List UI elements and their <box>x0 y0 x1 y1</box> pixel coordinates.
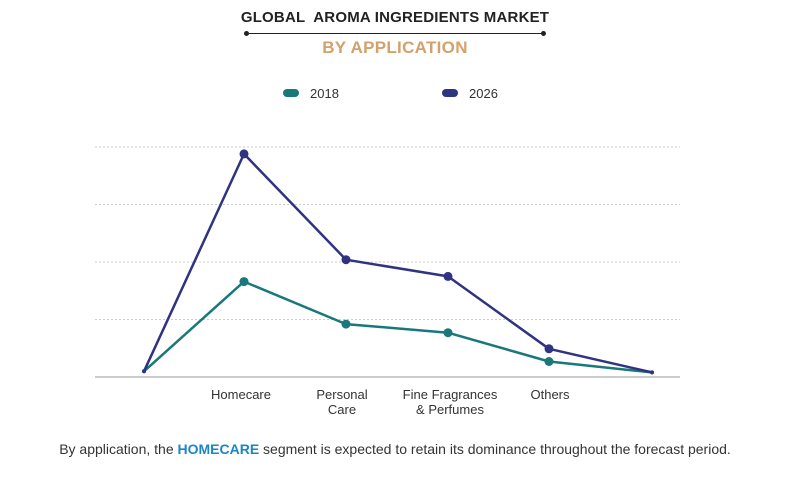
legend-item-2026: 2026 <box>442 85 498 101</box>
x-tick-label-others: Others <box>530 387 570 402</box>
footer-caption: By application, the HOMECARE segment is … <box>0 441 790 457</box>
data-point-2018 <box>443 328 453 338</box>
data-point-2018 <box>341 319 351 329</box>
x-tick-label-homecare: Homecare <box>211 387 271 402</box>
data-point-2026 <box>239 149 249 159</box>
chart-title: GLOBAL AROMA INGREDIENTS MARKET <box>240 9 550 26</box>
data-point-2026 <box>650 370 654 375</box>
data-point-2026 <box>341 255 351 265</box>
data-point-2026 <box>544 344 554 354</box>
series-line-2026 <box>142 152 654 374</box>
divider-dot-right <box>541 30 546 36</box>
data-point-2018 <box>544 357 554 366</box>
legend-swatch-2026 <box>442 89 458 97</box>
chart-subtitle: BY APPLICATION <box>322 38 468 57</box>
legend-item-2018: 2018 <box>283 85 339 101</box>
data-point-2026 <box>443 271 453 281</box>
footer-highlight: HOMECARE <box>177 441 260 457</box>
title-divider <box>244 30 546 36</box>
legend-label-2018: 2018 <box>310 85 339 101</box>
data-point-2018 <box>239 277 249 287</box>
divider-dot-left <box>244 30 249 36</box>
footer-prefix: By application, the <box>59 441 178 457</box>
legend-swatch-2018 <box>283 89 299 97</box>
x-tick-label-personal-care: Personal Care <box>316 387 368 417</box>
footer-suffix: segment is expected to retain its domina… <box>259 441 731 457</box>
legend-label-2026: 2026 <box>469 85 498 101</box>
series-line-2018 <box>142 280 654 374</box>
data-point-2026 <box>142 369 146 374</box>
x-tick-label-fine-fragrances: Fine Fragrances & Perfumes <box>402 387 498 417</box>
